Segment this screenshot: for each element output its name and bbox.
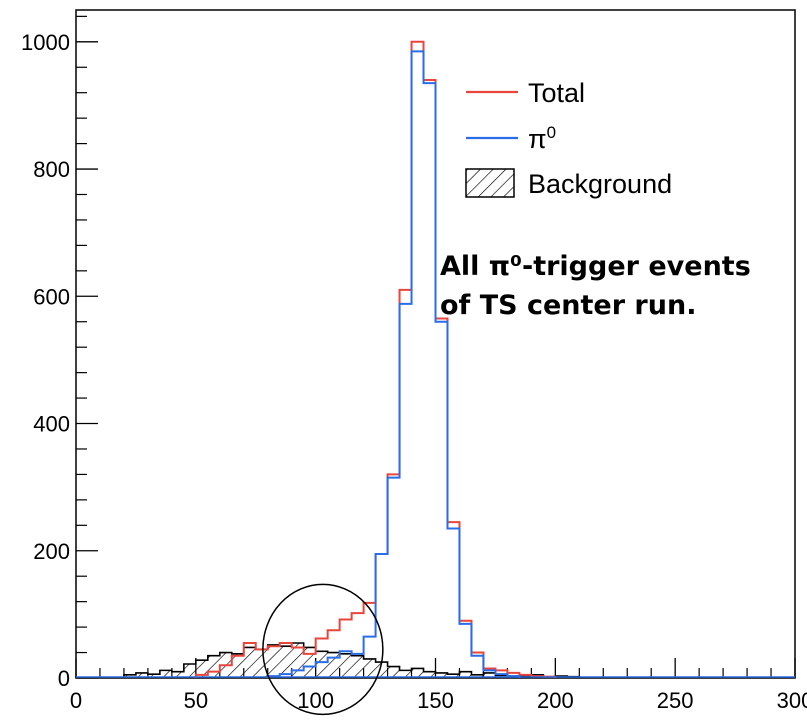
background-bar — [351, 655, 364, 678]
y-tick-label: 200 — [33, 539, 70, 564]
background-bar — [411, 668, 424, 678]
background-bar — [375, 662, 388, 678]
annotation-line-1: All π⁰-trigger events — [440, 251, 751, 282]
background-bar — [399, 670, 412, 678]
legend-swatch-background — [465, 168, 515, 198]
background-bar — [459, 671, 472, 678]
background-bar — [447, 674, 460, 678]
background-bar — [363, 658, 376, 678]
x-tick-label: 0 — [70, 688, 82, 713]
background-bar — [135, 672, 148, 678]
legend-label-total: Total — [528, 78, 585, 108]
y-tick-label: 1000 — [21, 30, 70, 55]
legend-entry-total: Total — [466, 78, 585, 108]
x-tick-label: 300 — [777, 688, 807, 713]
series-layer — [76, 40, 795, 716]
legend: Total π0 Background — [465, 78, 672, 199]
legend-entry-pi0: π0 — [466, 123, 556, 154]
background-bar — [255, 649, 268, 678]
background-bar — [327, 652, 340, 678]
background-bar — [291, 643, 304, 678]
background-bar — [315, 651, 328, 678]
background-bar — [243, 647, 256, 678]
x-tick-label: 150 — [417, 688, 454, 713]
x-tick-label: 100 — [297, 688, 334, 713]
x-tick-label: 50 — [184, 688, 208, 713]
legend-label-pi0: π0 — [528, 123, 556, 154]
background-bar — [483, 672, 496, 678]
series-pi0 — [266, 50, 521, 678]
y-tick-label: 800 — [33, 157, 70, 182]
background-bar — [195, 660, 208, 678]
background-bar — [303, 647, 316, 678]
axes: 0 50 100 150 200 250 300 0 200 400 600 800 1000 — [21, 15, 807, 713]
pi0-line — [266, 50, 521, 678]
background-bar — [339, 653, 352, 678]
y-tick-label: 600 — [33, 284, 70, 309]
background-bar — [207, 655, 220, 678]
background-bar — [387, 666, 400, 678]
annotation: All π⁰-trigger events of TS center run. — [440, 251, 751, 321]
annotation-line-2: of TS center run. — [440, 290, 696, 321]
highlight-circle — [262, 583, 384, 716]
background-bar — [147, 674, 160, 678]
legend-label-background: Background — [528, 169, 672, 199]
background-bar — [279, 646, 292, 678]
background-bar — [231, 653, 244, 678]
y-tick-label: 400 — [33, 412, 70, 437]
background-bar — [183, 664, 196, 678]
x-tick-label: 250 — [657, 688, 694, 713]
background-bar — [267, 644, 280, 678]
legend-entry-background: Background — [465, 168, 672, 199]
background-bar — [423, 671, 436, 678]
x-tick-label: 200 — [537, 688, 574, 713]
background-bar — [159, 670, 172, 678]
y-tick-label: 0 — [58, 666, 70, 691]
background-bar — [171, 671, 184, 678]
background-bar — [435, 672, 448, 678]
